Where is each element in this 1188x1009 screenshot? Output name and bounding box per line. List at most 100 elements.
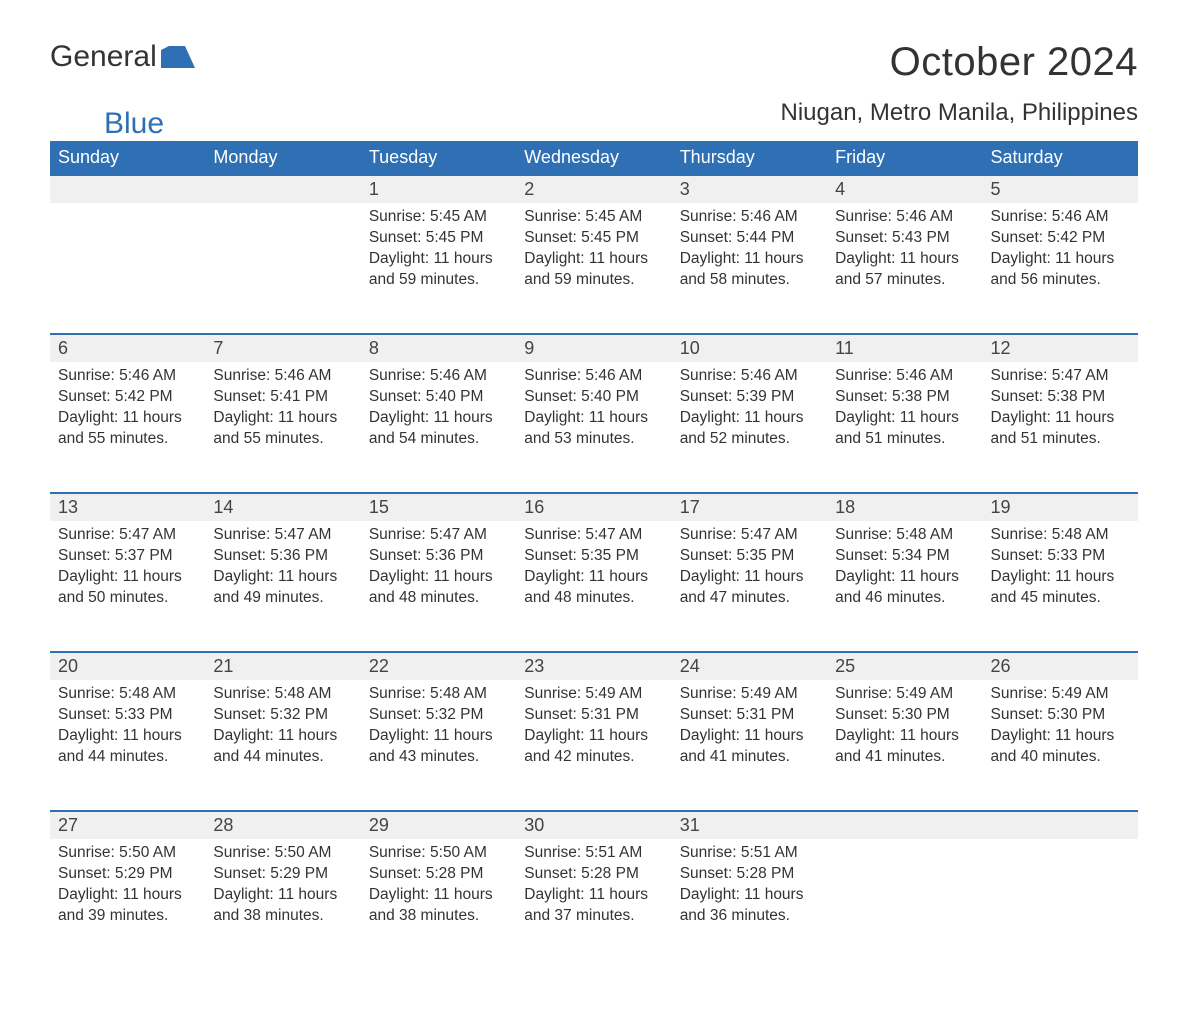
sunset-line: Sunset: 5:31 PM xyxy=(524,705,663,726)
day-body xyxy=(983,839,1138,929)
day-body: Sunrise: 5:46 AMSunset: 5:40 PMDaylight:… xyxy=(361,362,516,462)
sunset-line: Sunset: 5:41 PM xyxy=(213,387,352,408)
day-number-cell: 7 xyxy=(205,333,360,362)
day-number-cell xyxy=(827,810,982,839)
sunset-line: Sunset: 5:43 PM xyxy=(835,228,974,249)
sunrise-line: Sunrise: 5:49 AM xyxy=(991,684,1130,705)
day-number: 4 xyxy=(827,174,982,203)
day-body: Sunrise: 5:46 AMSunset: 5:44 PMDaylight:… xyxy=(672,203,827,303)
sunset-line: Sunset: 5:45 PM xyxy=(369,228,508,249)
sunrise-line: Sunrise: 5:48 AM xyxy=(58,684,197,705)
sunset-line: Sunset: 5:37 PM xyxy=(58,546,197,567)
daylight-line: Daylight: 11 hours and 51 minutes. xyxy=(835,408,974,450)
day-cell: Sunrise: 5:50 AMSunset: 5:29 PMDaylight:… xyxy=(205,839,360,969)
sunset-line: Sunset: 5:38 PM xyxy=(991,387,1130,408)
sunrise-line: Sunrise: 5:48 AM xyxy=(213,684,352,705)
day-number xyxy=(827,810,982,839)
sunset-line: Sunset: 5:31 PM xyxy=(680,705,819,726)
day-number: 12 xyxy=(983,333,1138,362)
day-cell: Sunrise: 5:46 AMSunset: 5:40 PMDaylight:… xyxy=(361,362,516,492)
day-cell: Sunrise: 5:46 AMSunset: 5:39 PMDaylight:… xyxy=(672,362,827,492)
daylight-line: Daylight: 11 hours and 40 minutes. xyxy=(991,726,1130,768)
sunrise-line: Sunrise: 5:46 AM xyxy=(680,366,819,387)
sunrise-line: Sunrise: 5:47 AM xyxy=(991,366,1130,387)
day-number: 23 xyxy=(516,651,671,680)
day-body: Sunrise: 5:46 AMSunset: 5:38 PMDaylight:… xyxy=(827,362,982,462)
day-number xyxy=(205,174,360,203)
sunrise-line: Sunrise: 5:47 AM xyxy=(58,525,197,546)
sunrise-line: Sunrise: 5:50 AM xyxy=(369,843,508,864)
sunset-line: Sunset: 5:42 PM xyxy=(58,387,197,408)
day-number-cell: 9 xyxy=(516,333,671,362)
day-number: 21 xyxy=(205,651,360,680)
day-body: Sunrise: 5:50 AMSunset: 5:29 PMDaylight:… xyxy=(50,839,205,939)
sunrise-line: Sunrise: 5:47 AM xyxy=(680,525,819,546)
day-body: Sunrise: 5:51 AMSunset: 5:28 PMDaylight:… xyxy=(516,839,671,939)
day-cell: Sunrise: 5:47 AMSunset: 5:36 PMDaylight:… xyxy=(361,521,516,651)
sunset-line: Sunset: 5:36 PM xyxy=(369,546,508,567)
day-number: 27 xyxy=(50,810,205,839)
day-number-cell: 31 xyxy=(672,810,827,839)
day-body: Sunrise: 5:50 AMSunset: 5:28 PMDaylight:… xyxy=(361,839,516,939)
day-number-cell: 27 xyxy=(50,810,205,839)
daylight-line: Daylight: 11 hours and 37 minutes. xyxy=(524,885,663,927)
day-cell: Sunrise: 5:50 AMSunset: 5:29 PMDaylight:… xyxy=(50,839,205,969)
day-body xyxy=(827,839,982,929)
day-number-cell: 30 xyxy=(516,810,671,839)
sunrise-line: Sunrise: 5:49 AM xyxy=(524,684,663,705)
sunrise-line: Sunrise: 5:47 AM xyxy=(369,525,508,546)
sunrise-line: Sunrise: 5:46 AM xyxy=(991,207,1130,228)
day-number-cell: 14 xyxy=(205,492,360,521)
daylight-line: Daylight: 11 hours and 41 minutes. xyxy=(835,726,974,768)
day-number-cell: 21 xyxy=(205,651,360,680)
day-cell: Sunrise: 5:48 AMSunset: 5:33 PMDaylight:… xyxy=(983,521,1138,651)
sunrise-line: Sunrise: 5:46 AM xyxy=(369,366,508,387)
day-number: 30 xyxy=(516,810,671,839)
day-number-cell: 12 xyxy=(983,333,1138,362)
day-number-cell: 2 xyxy=(516,174,671,203)
day-cell: Sunrise: 5:46 AMSunset: 5:41 PMDaylight:… xyxy=(205,362,360,492)
day-number: 13 xyxy=(50,492,205,521)
day-body: Sunrise: 5:48 AMSunset: 5:34 PMDaylight:… xyxy=(827,521,982,621)
sunset-line: Sunset: 5:34 PM xyxy=(835,546,974,567)
day-number: 1 xyxy=(361,174,516,203)
day-cell: Sunrise: 5:48 AMSunset: 5:34 PMDaylight:… xyxy=(827,521,982,651)
day-cell: Sunrise: 5:46 AMSunset: 5:42 PMDaylight:… xyxy=(50,362,205,492)
day-number: 15 xyxy=(361,492,516,521)
day-number-cell: 4 xyxy=(827,174,982,203)
sunrise-line: Sunrise: 5:46 AM xyxy=(835,366,974,387)
day-cell: Sunrise: 5:46 AMSunset: 5:38 PMDaylight:… xyxy=(827,362,982,492)
day-number: 26 xyxy=(983,651,1138,680)
daylight-line: Daylight: 11 hours and 44 minutes. xyxy=(213,726,352,768)
day-cell: Sunrise: 5:46 AMSunset: 5:43 PMDaylight:… xyxy=(827,203,982,333)
sunset-line: Sunset: 5:33 PM xyxy=(991,546,1130,567)
day-number: 29 xyxy=(361,810,516,839)
sunset-line: Sunset: 5:44 PM xyxy=(680,228,819,249)
day-number: 19 xyxy=(983,492,1138,521)
day-number-cell: 8 xyxy=(361,333,516,362)
week-body-row: Sunrise: 5:47 AMSunset: 5:37 PMDaylight:… xyxy=(50,521,1138,651)
week-daynum-row: 20212223242526 xyxy=(50,651,1138,680)
sunset-line: Sunset: 5:42 PM xyxy=(991,228,1130,249)
calendar-table: SundayMondayTuesdayWednesdayThursdayFrid… xyxy=(50,141,1138,969)
day-number-cell xyxy=(983,810,1138,839)
day-number: 3 xyxy=(672,174,827,203)
day-number-cell: 25 xyxy=(827,651,982,680)
day-number: 17 xyxy=(672,492,827,521)
day-number-cell: 24 xyxy=(672,651,827,680)
day-body: Sunrise: 5:45 AMSunset: 5:45 PMDaylight:… xyxy=(516,203,671,303)
daylight-line: Daylight: 11 hours and 42 minutes. xyxy=(524,726,663,768)
day-number: 11 xyxy=(827,333,982,362)
sunset-line: Sunset: 5:35 PM xyxy=(524,546,663,567)
day-cell xyxy=(827,839,982,969)
sunrise-line: Sunrise: 5:48 AM xyxy=(835,525,974,546)
day-number xyxy=(983,810,1138,839)
day-number-cell: 22 xyxy=(361,651,516,680)
day-number: 24 xyxy=(672,651,827,680)
sunset-line: Sunset: 5:35 PM xyxy=(680,546,819,567)
daylight-line: Daylight: 11 hours and 51 minutes. xyxy=(991,408,1130,450)
day-cell: Sunrise: 5:45 AMSunset: 5:45 PMDaylight:… xyxy=(361,203,516,333)
day-body: Sunrise: 5:47 AMSunset: 5:35 PMDaylight:… xyxy=(672,521,827,621)
daylight-line: Daylight: 11 hours and 48 minutes. xyxy=(524,567,663,609)
day-number-cell xyxy=(205,174,360,203)
